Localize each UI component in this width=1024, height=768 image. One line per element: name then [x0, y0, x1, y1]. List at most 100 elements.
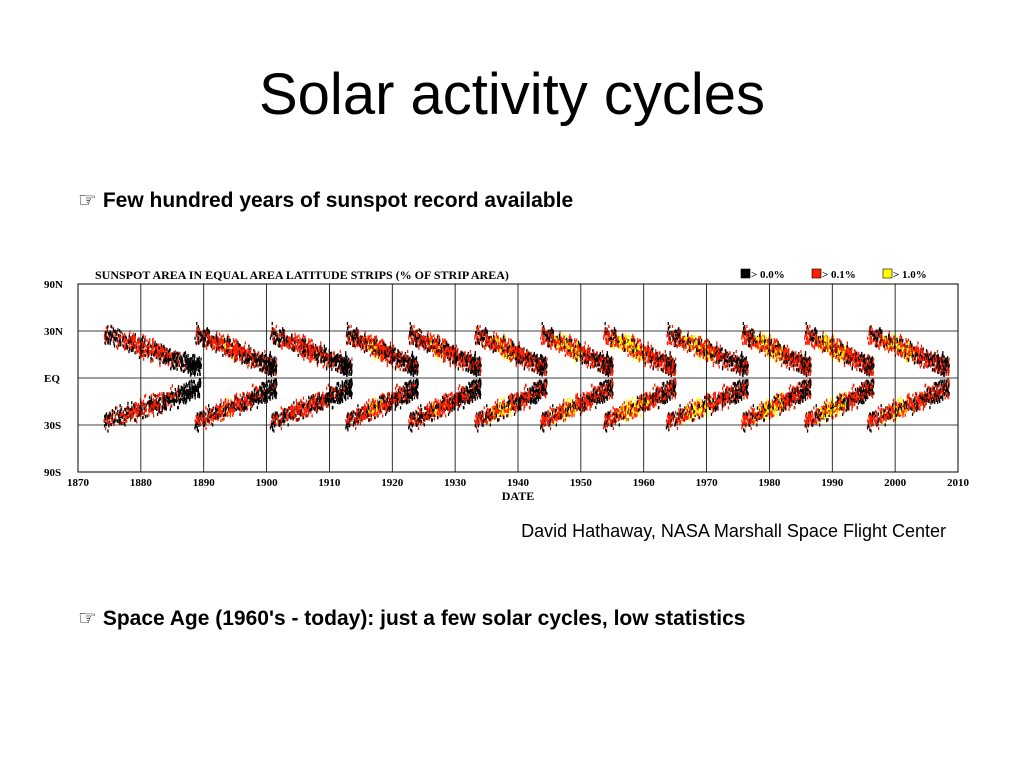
sunspot-mark: [271, 371, 273, 375]
sunspot-mark: [338, 361, 341, 365]
sunspot-mark: [303, 353, 305, 357]
sunspot-mark: [199, 378, 201, 382]
sunspot-mark: [360, 340, 362, 344]
sunspot-mark: [143, 341, 146, 345]
sunspot-mark: [271, 327, 273, 331]
sunspot-mark: [298, 402, 300, 406]
sunspot-mark: [192, 365, 194, 369]
sunspot-mark: [196, 428, 198, 432]
sunspot-mark: [265, 367, 267, 371]
sunspot-mark: [247, 401, 249, 405]
sunspot-mark: [199, 369, 201, 374]
sunspot-mark: [239, 402, 241, 406]
sunspot-mark: [222, 340, 224, 344]
sunspot-mark: [220, 407, 223, 411]
sunspot-mark: [239, 407, 241, 411]
sunspot-mark: [290, 409, 292, 413]
sunspot-mark: [256, 405, 258, 410]
sunspot-mark: [164, 407, 166, 411]
sunspot-mark: [143, 343, 146, 347]
sunspot-mark: [324, 350, 326, 354]
sunspot-mark: [351, 418, 353, 422]
sunspot-mark: [315, 346, 317, 351]
sunspot-mark: [165, 352, 167, 356]
sunspot-mark: [161, 391, 163, 395]
sunspot-mark: [233, 339, 235, 344]
sunspot-mark: [298, 348, 300, 352]
sunspot-mark: [293, 340, 296, 345]
sunspot-mark: [310, 346, 313, 350]
sunspot-mark: [114, 419, 116, 423]
sunspot-mark: [108, 333, 110, 337]
sunspot-mark: [373, 348, 375, 352]
sunspot-mark: [134, 401, 136, 406]
sunspot-mark: [265, 389, 267, 393]
sunspot-mark: [253, 349, 255, 353]
sunspot-mark: [342, 383, 344, 387]
sunspot-mark: [300, 347, 302, 352]
sunspot-mark: [347, 362, 349, 367]
sunspot-mark: [314, 347, 316, 351]
sunspot-mark: [254, 395, 256, 399]
sunspot-mark: [126, 343, 128, 347]
sunspot-mark: [175, 400, 178, 404]
sunspot-mark: [268, 354, 271, 358]
sunspot-mark: [273, 429, 275, 433]
sunspot-mark: [217, 407, 220, 411]
sunspot-mark: [184, 357, 187, 361]
sunspot-mark: [234, 394, 236, 398]
sunspot-mark: [407, 384, 409, 388]
sunspot-mark: [148, 349, 150, 353]
sunspot-mark: [346, 355, 348, 359]
sunspot-mark: [159, 361, 161, 365]
sunspot-mark: [158, 357, 160, 361]
sunspot-mark: [241, 399, 243, 403]
sunspot-mark: [296, 405, 298, 409]
sunspot-mark: [227, 341, 229, 346]
sunspot-mark: [188, 362, 190, 366]
sunspot-mark: [277, 418, 279, 422]
sunspot-mark: [302, 333, 304, 338]
sunspot-mark: [341, 361, 343, 365]
sunspot-mark: [118, 337, 121, 341]
sunspot-mark: [355, 419, 357, 424]
sunspot-mark: [196, 322, 198, 326]
sunspot-mark: [267, 391, 269, 395]
sunspot-mark: [228, 341, 230, 345]
sunspot-mark: [213, 416, 215, 420]
sunspot-mark: [189, 380, 191, 384]
sunspot-mark: [124, 344, 127, 348]
sunspot-mark: [389, 359, 391, 363]
sunspot-mark: [301, 404, 303, 408]
sunspot-mark: [168, 353, 170, 357]
sunspot-mark: [310, 338, 312, 342]
sunspot-mark: [196, 335, 199, 340]
sunspot-mark: [220, 345, 222, 349]
sunspot-mark: [105, 422, 107, 426]
sunspot-mark: [239, 404, 241, 408]
sunspot-mark: [252, 353, 254, 357]
sunspot-mark: [124, 407, 126, 411]
sunspot-mark: [262, 357, 265, 361]
sunspot-mark: [123, 340, 125, 344]
sunspot-mark: [411, 369, 414, 373]
sunspot-mark: [260, 400, 263, 404]
sunspot-mark: [175, 397, 178, 401]
sunspot-mark: [134, 418, 136, 422]
sunspot-mark: [344, 368, 346, 372]
sunspot-mark: [309, 408, 312, 412]
sunspot-mark: [213, 414, 215, 418]
sunspot-mark: [154, 394, 156, 398]
sunspot-mark: [164, 404, 166, 408]
sunspot-mark: [339, 370, 342, 374]
sunspot-mark: [224, 409, 226, 413]
sunspot-mark: [371, 337, 373, 341]
sunspot-mark: [251, 355, 253, 359]
sunspot-mark: [117, 346, 119, 350]
sunspot-mark: [340, 358, 343, 362]
sunspot-mark: [173, 355, 175, 360]
sunspot-mark: [233, 403, 235, 407]
sunspot-mark: [285, 410, 288, 414]
sunspot-mark: [390, 358, 392, 362]
sunspot-mark: [204, 420, 206, 424]
